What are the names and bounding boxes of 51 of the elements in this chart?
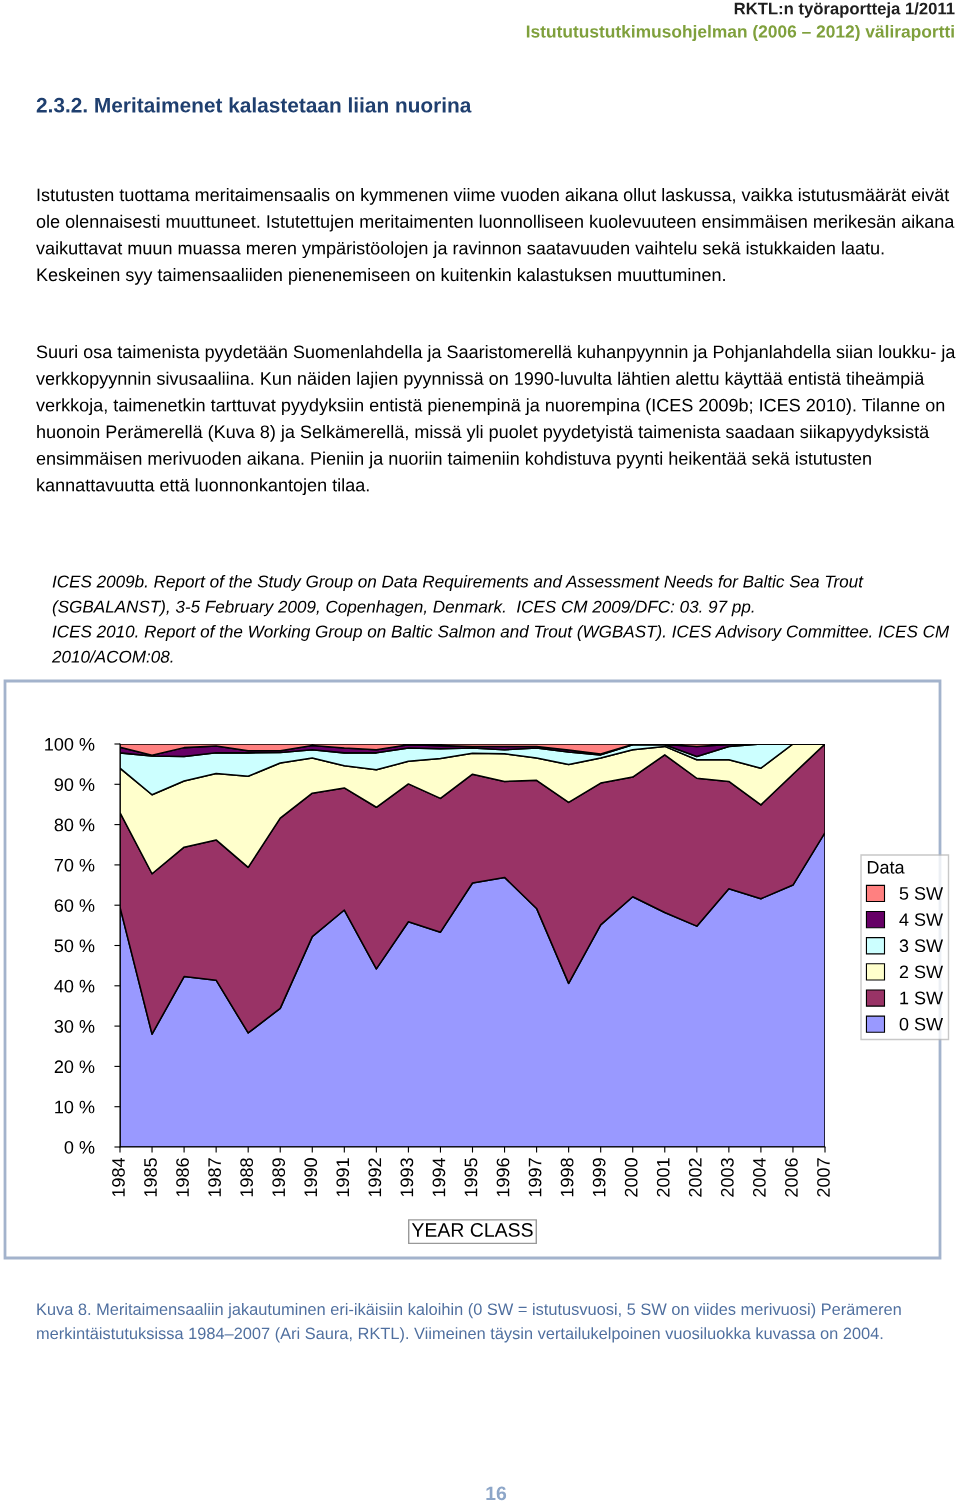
x-tick-label: 1999: [592, 1158, 606, 1197]
x-tick-label: 1998: [560, 1158, 574, 1197]
x-tick-label: 1984: [112, 1157, 125, 1197]
x-tick-label: 2000: [624, 1158, 638, 1197]
x-tick-label: 2004: [752, 1157, 766, 1197]
text: ICES 2009b. Report of the Study Group on Data Requirements and Assessment Needs for Baltic Sea Trout (SGBALANST), 3-5 February 2009, Copenhagen, Denmark. ICES CM 2009/DFC: 03. 97 pp.: [52, 575, 864, 617]
x-tick-label: 1988: [240, 1158, 254, 1197]
x-tick-label: 1997: [528, 1158, 542, 1197]
text: ICES 2010. Report of the Working Group on Baltic Salmon and Trout (WGBAST). ICES Advisory Committee. ICES CM 2010/ACOM:08.: [51, 625, 950, 663]
y-tick-label: 70 %: [54, 858, 95, 872]
y-tick-label: 50 %: [54, 939, 95, 953]
y-tick-label: 40 %: [54, 979, 95, 993]
legend-label: 0 SW: [899, 1017, 944, 1031]
text: RKTL:n työraportteja 1/2011: [734, 2, 955, 18]
x-tick-label: 2007: [817, 1158, 830, 1197]
y-tick-label: 60 %: [54, 899, 95, 912]
text: 16: [486, 1486, 507, 1501]
x-tick-label: 2003: [720, 1158, 734, 1197]
y-tick-label: 100 %: [45, 737, 95, 751]
x-tick-label: 1985: [144, 1158, 157, 1197]
x-tick-label: 1989: [272, 1158, 286, 1197]
y-tick-label: 10 %: [55, 1100, 95, 1114]
text: Istutusten tuottama meritaimensaalis on kymmenen viime vuoden aikana ollut laskussa, vaikka istutusmäärät eivät ole olennaisesti muuttuneet. Istutettujen meritaimenten luonnolliseen kuolevuuteen ensimmäisen merikesän aikana vaikuttavat muun muassa meren ympäristöolojen ja ravinnon saatavuuden vaihtelu sekä istukkaiden laatu. Keskeinen syy taimensaaliiden pienenemiseen on kuitenkin kalastuksen muuttuminen.: [36, 188, 955, 285]
y-tick-label: 0 %: [64, 1140, 95, 1154]
legend-label: 3 SW: [899, 939, 944, 953]
y-tick-label: 30 %: [54, 1020, 95, 1033]
legend-title: Data: [867, 861, 905, 874]
legend-label: 5 SW: [899, 887, 944, 900]
x-tick-label: 2002: [688, 1158, 702, 1197]
x-tick-label: 1995: [464, 1158, 478, 1197]
y-tick-label: 90 %: [54, 778, 95, 792]
x-axis-title: YEAR CLASS: [411, 1223, 533, 1237]
legend-label: 2 SW: [899, 965, 944, 979]
x-tick-label: 2006: [785, 1158, 798, 1197]
text: Istututustutkimusohjelman (2006 – 2012) väliraportti: [526, 24, 954, 42]
text: Kuva 8. Meritaimensaaliin jakautuminen eri-ikäisiin kaloihin (0 SW = istutusvuosi, 5 SW on viides merivuosi) Perämeren merkintäistutuksissa 1984–2007 (Ari Saura, RKTL). Viimeinen täysin vertailukelpoinen vuosiluokka kuvassa on 2004.: [37, 1303, 901, 1343]
x-tick-label: 1990: [304, 1158, 318, 1197]
legend-label: 4 SW: [899, 913, 944, 926]
x-tick-label: 1986: [176, 1158, 189, 1197]
legend-label: 1 SW: [900, 991, 944, 1005]
x-tick-label: 2001: [656, 1158, 670, 1197]
y-tick-label: 20 %: [54, 1060, 95, 1074]
x-tick-label: 1991: [336, 1158, 350, 1197]
x-tick-label: 1987: [208, 1158, 221, 1197]
x-tick-label: 1996: [496, 1158, 510, 1197]
x-tick-label: 1994: [432, 1157, 446, 1197]
x-tick-label: 1992: [368, 1158, 382, 1197]
chart-title: 2.3.2. Meritaimenet kalastetaan liian nuorina: [36, 97, 472, 113]
x-tick-label: 1993: [400, 1158, 414, 1197]
text: Suuri osa taimenista pyydetään Suomenlahdella ja Saaristomerellä kuhanpyynnin ja Pohjanlahdella siian loukku- ja verkkopyynnin sivusaaliina. Kun näiden lajien pyynnissä on 1990-luvulta lähtien alettu käyttää entistä tiheämpiä verkkoja, taimenetkin tarttuvat pyydyksiin entistä pienempinä ja nuorempina (ICES 2009b; ICES 2010). Tilanne on huonoin Perämerellä (Kuva 8) ja Selkämerellä, missä yli puolet pyydetyistä taimenista saadaan siikapyydyksistä ensimmäisen merivuoden aikana. Pieniin ja nuoriin taimeniin kohdistuva pyynti heikentää sekä istutusten kannattavuutta että luonnonkantojen tilaa.: [36, 345, 956, 496]
y-tick-label: 80 %: [54, 818, 95, 832]
